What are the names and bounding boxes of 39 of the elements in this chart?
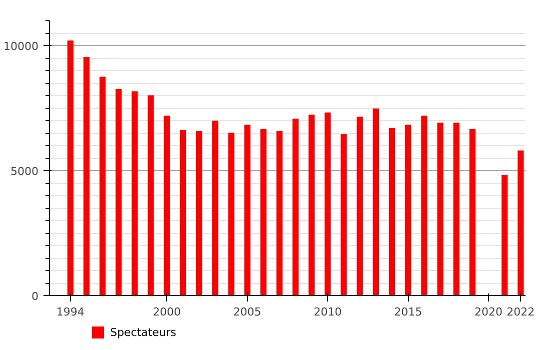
bar: [356, 116, 363, 296]
bar: [276, 131, 283, 296]
bar: [292, 118, 299, 296]
y-tick-label: 5000: [10, 165, 39, 178]
bar: [148, 95, 154, 296]
x-tick-label: 2010: [314, 306, 342, 318]
x-tick-label: 2005: [233, 306, 262, 318]
bar: [308, 114, 315, 296]
bar: [502, 175, 508, 296]
y-tick-label: 0: [32, 290, 38, 303]
bar: [260, 129, 266, 296]
bar: [212, 120, 218, 296]
bar: [453, 122, 460, 296]
bar: [180, 130, 186, 296]
bar: [67, 40, 74, 296]
bar: [324, 112, 331, 296]
bar: [100, 76, 106, 296]
x-tick-label: 2020: [474, 306, 503, 318]
x-tick-label: 2015: [394, 306, 422, 318]
legend-label: Spectateurs: [110, 326, 176, 339]
bar: [83, 57, 90, 296]
y-tick-label: 10000: [4, 40, 39, 53]
bar: [228, 132, 234, 296]
bar: [196, 131, 202, 296]
bar: [372, 108, 379, 296]
x-tick-label: 2022: [506, 306, 535, 318]
bar: [518, 150, 524, 296]
bar: [340, 134, 347, 296]
bar: [164, 116, 170, 296]
bar: [388, 128, 396, 296]
x-tick-label: 1994: [56, 306, 84, 318]
bar: [437, 122, 444, 296]
bar: [116, 89, 122, 296]
bar: [405, 124, 412, 296]
bar: [244, 124, 250, 296]
bar: [421, 116, 428, 296]
bar: [469, 129, 476, 296]
x-tick-label: 2000: [152, 306, 181, 318]
bar: [132, 91, 138, 296]
